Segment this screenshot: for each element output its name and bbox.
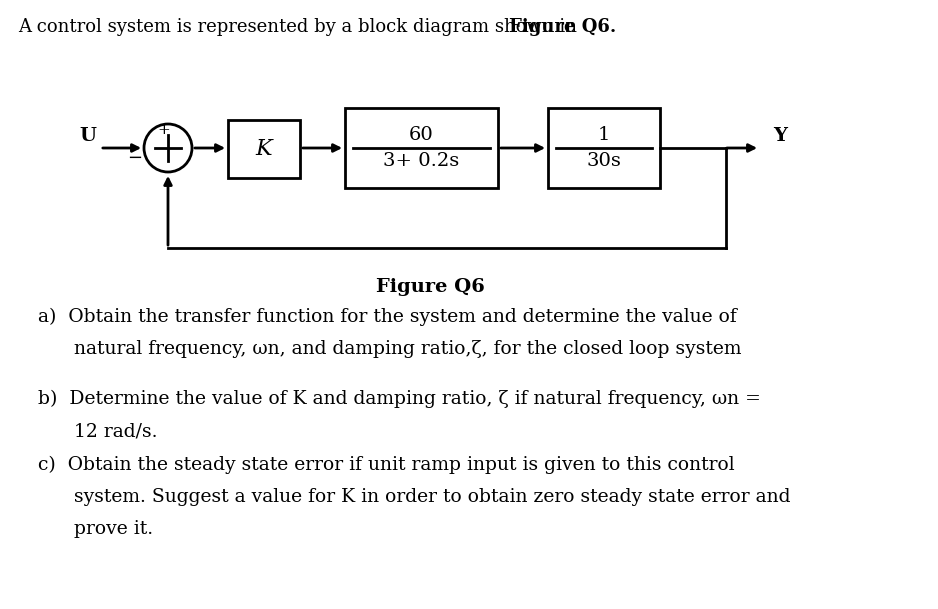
- Text: c)  Obtain the steady state error if unit ramp input is given to this control: c) Obtain the steady state error if unit…: [38, 456, 734, 474]
- Text: 60: 60: [409, 126, 434, 144]
- Text: Y: Y: [773, 127, 787, 145]
- Text: b)  Determine the value of K and damping ratio, ζ if natural frequency, ωn =: b) Determine the value of K and damping …: [38, 390, 761, 408]
- Text: a)  Obtain the transfer function for the system and determine the value of: a) Obtain the transfer function for the …: [38, 308, 736, 326]
- Text: +: +: [158, 123, 171, 137]
- Text: K: K: [256, 138, 272, 160]
- Text: −: −: [127, 149, 142, 167]
- Text: prove it.: prove it.: [38, 520, 153, 538]
- Text: 30s: 30s: [586, 152, 622, 170]
- Bar: [228, 120, 300, 178]
- Text: U: U: [80, 127, 97, 145]
- Text: A control system is represented by a block diagram shown in: A control system is represented by a blo…: [18, 18, 582, 36]
- Text: system. Suggest a value for K in order to obtain zero steady state error and: system. Suggest a value for K in order t…: [38, 488, 791, 506]
- Text: 3+ 0.2s: 3+ 0.2s: [384, 152, 460, 170]
- Bar: [345, 108, 498, 188]
- Text: Figure Q6.: Figure Q6.: [509, 18, 616, 36]
- Text: Figure Q6: Figure Q6: [375, 278, 484, 296]
- Text: natural frequency, ωn, and damping ratio,ζ, for the closed loop system: natural frequency, ωn, and damping ratio…: [38, 340, 742, 358]
- Text: 12 rad/s.: 12 rad/s.: [38, 422, 158, 440]
- Bar: [548, 108, 660, 188]
- Text: 1: 1: [598, 126, 611, 144]
